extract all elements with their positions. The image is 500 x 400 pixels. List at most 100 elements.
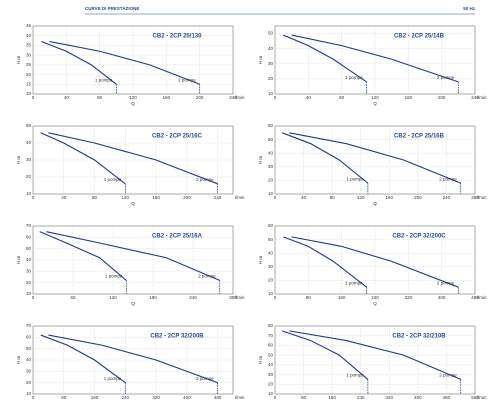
x-tick-label: 240 [443, 195, 451, 200]
y-tick-label: 30 [26, 269, 32, 274]
chart-panel: 10 20 30 40 50 60 70 80 0 80 160 240 320 400 480 560l/m… [258, 323, 487, 400]
y-tick-label: 20 [26, 174, 32, 179]
x-tick-label: 320 [405, 295, 413, 300]
y-tick-label: 40 [26, 357, 32, 362]
x-unit: l/min [235, 395, 245, 400]
frequency: 50 Hz [463, 6, 476, 11]
x-tick-label: 240 [371, 295, 379, 300]
chart-title: CB2 - 2CP 32/210B [392, 334, 446, 340]
y-tick-label: 40 [268, 150, 274, 155]
pump-curve [48, 132, 218, 185]
y-tick-label: 60 [268, 223, 274, 228]
x-unit: l/min [477, 295, 487, 300]
x-unit: l/min [477, 395, 487, 400]
x-tick-label: 200 [196, 95, 204, 100]
page-title: CURVE DI PRESTAZIONE [85, 6, 139, 11]
x-tick-label: 300 [229, 295, 237, 300]
y-axis-label: H m [16, 356, 21, 365]
x-tick-label: 400 [414, 395, 422, 400]
pump-curve [46, 231, 220, 281]
y-axis-label: H m [16, 256, 21, 265]
y-tick-label: 30 [268, 264, 274, 269]
x-tick-label: 120 [129, 95, 137, 100]
pump-curve [39, 231, 127, 281]
q-label: Q [373, 301, 377, 306]
x-tick-label: 80 [92, 195, 98, 200]
y-tick-label: 60 [26, 235, 32, 240]
y-tick-label: 30 [26, 52, 32, 57]
y-tick-label: 20 [26, 280, 32, 285]
y-axis-label: H m [258, 156, 263, 165]
pump-curve [289, 132, 461, 184]
x-tick-label: 120 [371, 95, 379, 100]
q-label: Q [373, 201, 377, 206]
x-tick-label: 0 [32, 395, 35, 400]
x-tick-label: 200 [183, 195, 191, 200]
x-tick-label: 0 [32, 295, 35, 300]
x-tick-label: 160 [163, 95, 171, 100]
x-tick-label: 80 [301, 395, 307, 400]
chart-title: CB2 - 2CP 25/16A [152, 234, 203, 240]
curve-label: 1 pompa [104, 376, 122, 381]
curve-label: 2 pompe [439, 373, 457, 378]
x-tick-label: 240 [122, 395, 130, 400]
x-unit: l/min [235, 95, 245, 100]
x-tick-label: 320 [152, 395, 160, 400]
y-tick-label: 20 [268, 178, 274, 183]
x-tick-label: 240 [471, 95, 479, 100]
y-tick-label: 10 [268, 91, 274, 96]
y-tick-label: 80 [268, 323, 274, 328]
curve-label: 2 pompe [439, 176, 457, 181]
x-tick-label: 160 [152, 195, 160, 200]
x-tick-label: 60 [70, 295, 76, 300]
y-tick-label: 30 [26, 369, 32, 374]
x-tick-label: 0 [274, 95, 277, 100]
y-tick-label: 50 [268, 137, 274, 142]
y-tick-label: 30 [268, 164, 274, 169]
y-tick-label: 10 [26, 91, 32, 96]
y-tick-label: 15 [26, 81, 32, 86]
curve-label: 2 pompe [437, 280, 455, 285]
pump-curve [291, 34, 459, 83]
curve-label: 1 pompa [95, 77, 113, 82]
y-tick-label: 40 [268, 250, 274, 255]
x-tick-label: 560 [471, 395, 479, 400]
y-tick-label: 20 [268, 278, 274, 283]
curve-label: 2 pompe [178, 77, 196, 82]
y-axis-label: H m [16, 156, 21, 165]
y-tick-label: 40 [268, 46, 274, 51]
y-axis-label: H m [258, 56, 263, 65]
x-tick-label: 80 [330, 195, 336, 200]
x-tick-label: 160 [91, 395, 99, 400]
x-tick-label: 40 [306, 95, 312, 100]
x-tick-label: 400 [438, 295, 446, 300]
x-tick-label: 80 [61, 395, 67, 400]
y-tick-label: 10 [268, 191, 274, 196]
pump-curve [48, 334, 218, 384]
y-tick-label: 60 [26, 335, 32, 340]
y-tick-label: 40 [268, 362, 274, 367]
y-tick-label: 45 [26, 23, 32, 28]
curve-label: 2 pompe [198, 274, 216, 279]
y-tick-label: 50 [26, 346, 32, 351]
curve-label: 1 pompa [346, 373, 364, 378]
y-axis-label: H m [258, 256, 263, 265]
y-tick-label: 70 [268, 333, 274, 338]
pump-curve [281, 132, 369, 184]
curve-label: 2 pompe [196, 376, 214, 381]
y-tick-label: 10 [268, 291, 274, 296]
y-tick-label: 50 [268, 31, 274, 36]
x-tick-label: 240 [189, 295, 197, 300]
x-tick-label: 0 [274, 295, 277, 300]
x-unit: l/min [477, 95, 487, 100]
x-tick-label: 200 [438, 95, 446, 100]
curve-label: 1 pompa [104, 177, 122, 182]
pump-curve [281, 330, 369, 380]
x-tick-label: 200 [414, 195, 422, 200]
curve-label: 1 pompa [346, 176, 364, 181]
q-label: Q [373, 101, 377, 106]
x-tick-label: 120 [357, 195, 365, 200]
